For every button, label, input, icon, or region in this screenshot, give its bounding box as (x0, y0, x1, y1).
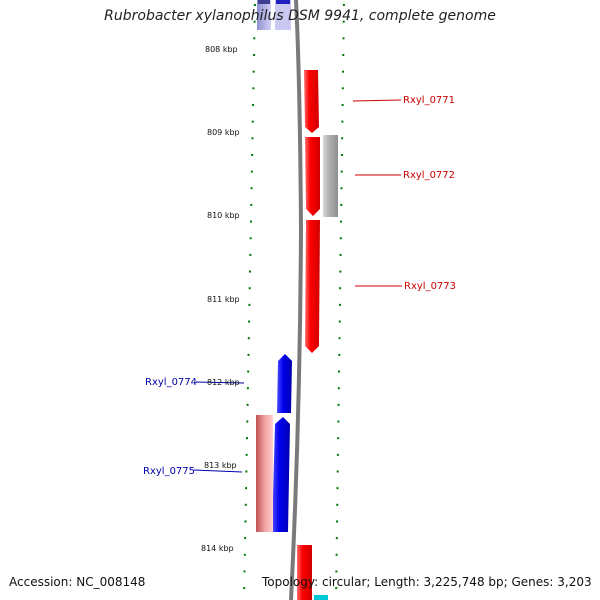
gene-rxyl-0775[interactable] (272, 417, 290, 532)
gene-label-rxyl-0771[interactable]: Rxyl_0771 (403, 95, 455, 106)
genome-summary-text: Topology: circular; Length: 3,225,748 bp… (262, 575, 592, 589)
tick-label-813: 813 kbp (204, 461, 237, 470)
partial-feature-top-blue[interactable] (275, 0, 291, 30)
partial-feature-bottom-cyan[interactable] (314, 595, 328, 600)
gene-rxyl-0771[interactable] (304, 70, 319, 133)
genome-backbone (289, 0, 304, 600)
partial-feature-top-left[interactable] (257, 0, 271, 30)
gene-label-rxyl-0773[interactable]: Rxyl_0773 (404, 281, 456, 292)
feature-pink-0775[interactable] (256, 415, 273, 532)
tick-label-809: 809 kbp (207, 128, 240, 137)
scale-ticks (243, 4, 345, 590)
gene-label-rxyl-0772[interactable]: Rxyl_0772 (403, 170, 455, 181)
tick-label-811: 811 kbp (207, 295, 240, 304)
gene-rxyl-0772[interactable] (305, 137, 320, 216)
tick-label-810: 810 kbp (207, 211, 240, 220)
partial-feature-bottom-red[interactable] (297, 545, 312, 600)
tick-label-808: 808 kbp (205, 45, 238, 54)
tick-label-814: 814 kbp (201, 544, 234, 553)
gene-rxyl-0774[interactable] (277, 354, 292, 413)
genome-title: Rubrobacter xylanophilus DSM 9941, compl… (104, 8, 496, 24)
gene-label-rxyl-0774[interactable]: Rxyl_0774 (145, 377, 197, 388)
gene-rxyl-0773[interactable] (305, 220, 320, 353)
tick-label-812: 812 kbp (207, 378, 240, 387)
gene-label-rxyl-0775[interactable]: Rxyl_0775 (143, 466, 195, 477)
feature-grey-0772[interactable] (323, 135, 338, 217)
accession-text: Accession: NC_008148 (9, 575, 146, 589)
